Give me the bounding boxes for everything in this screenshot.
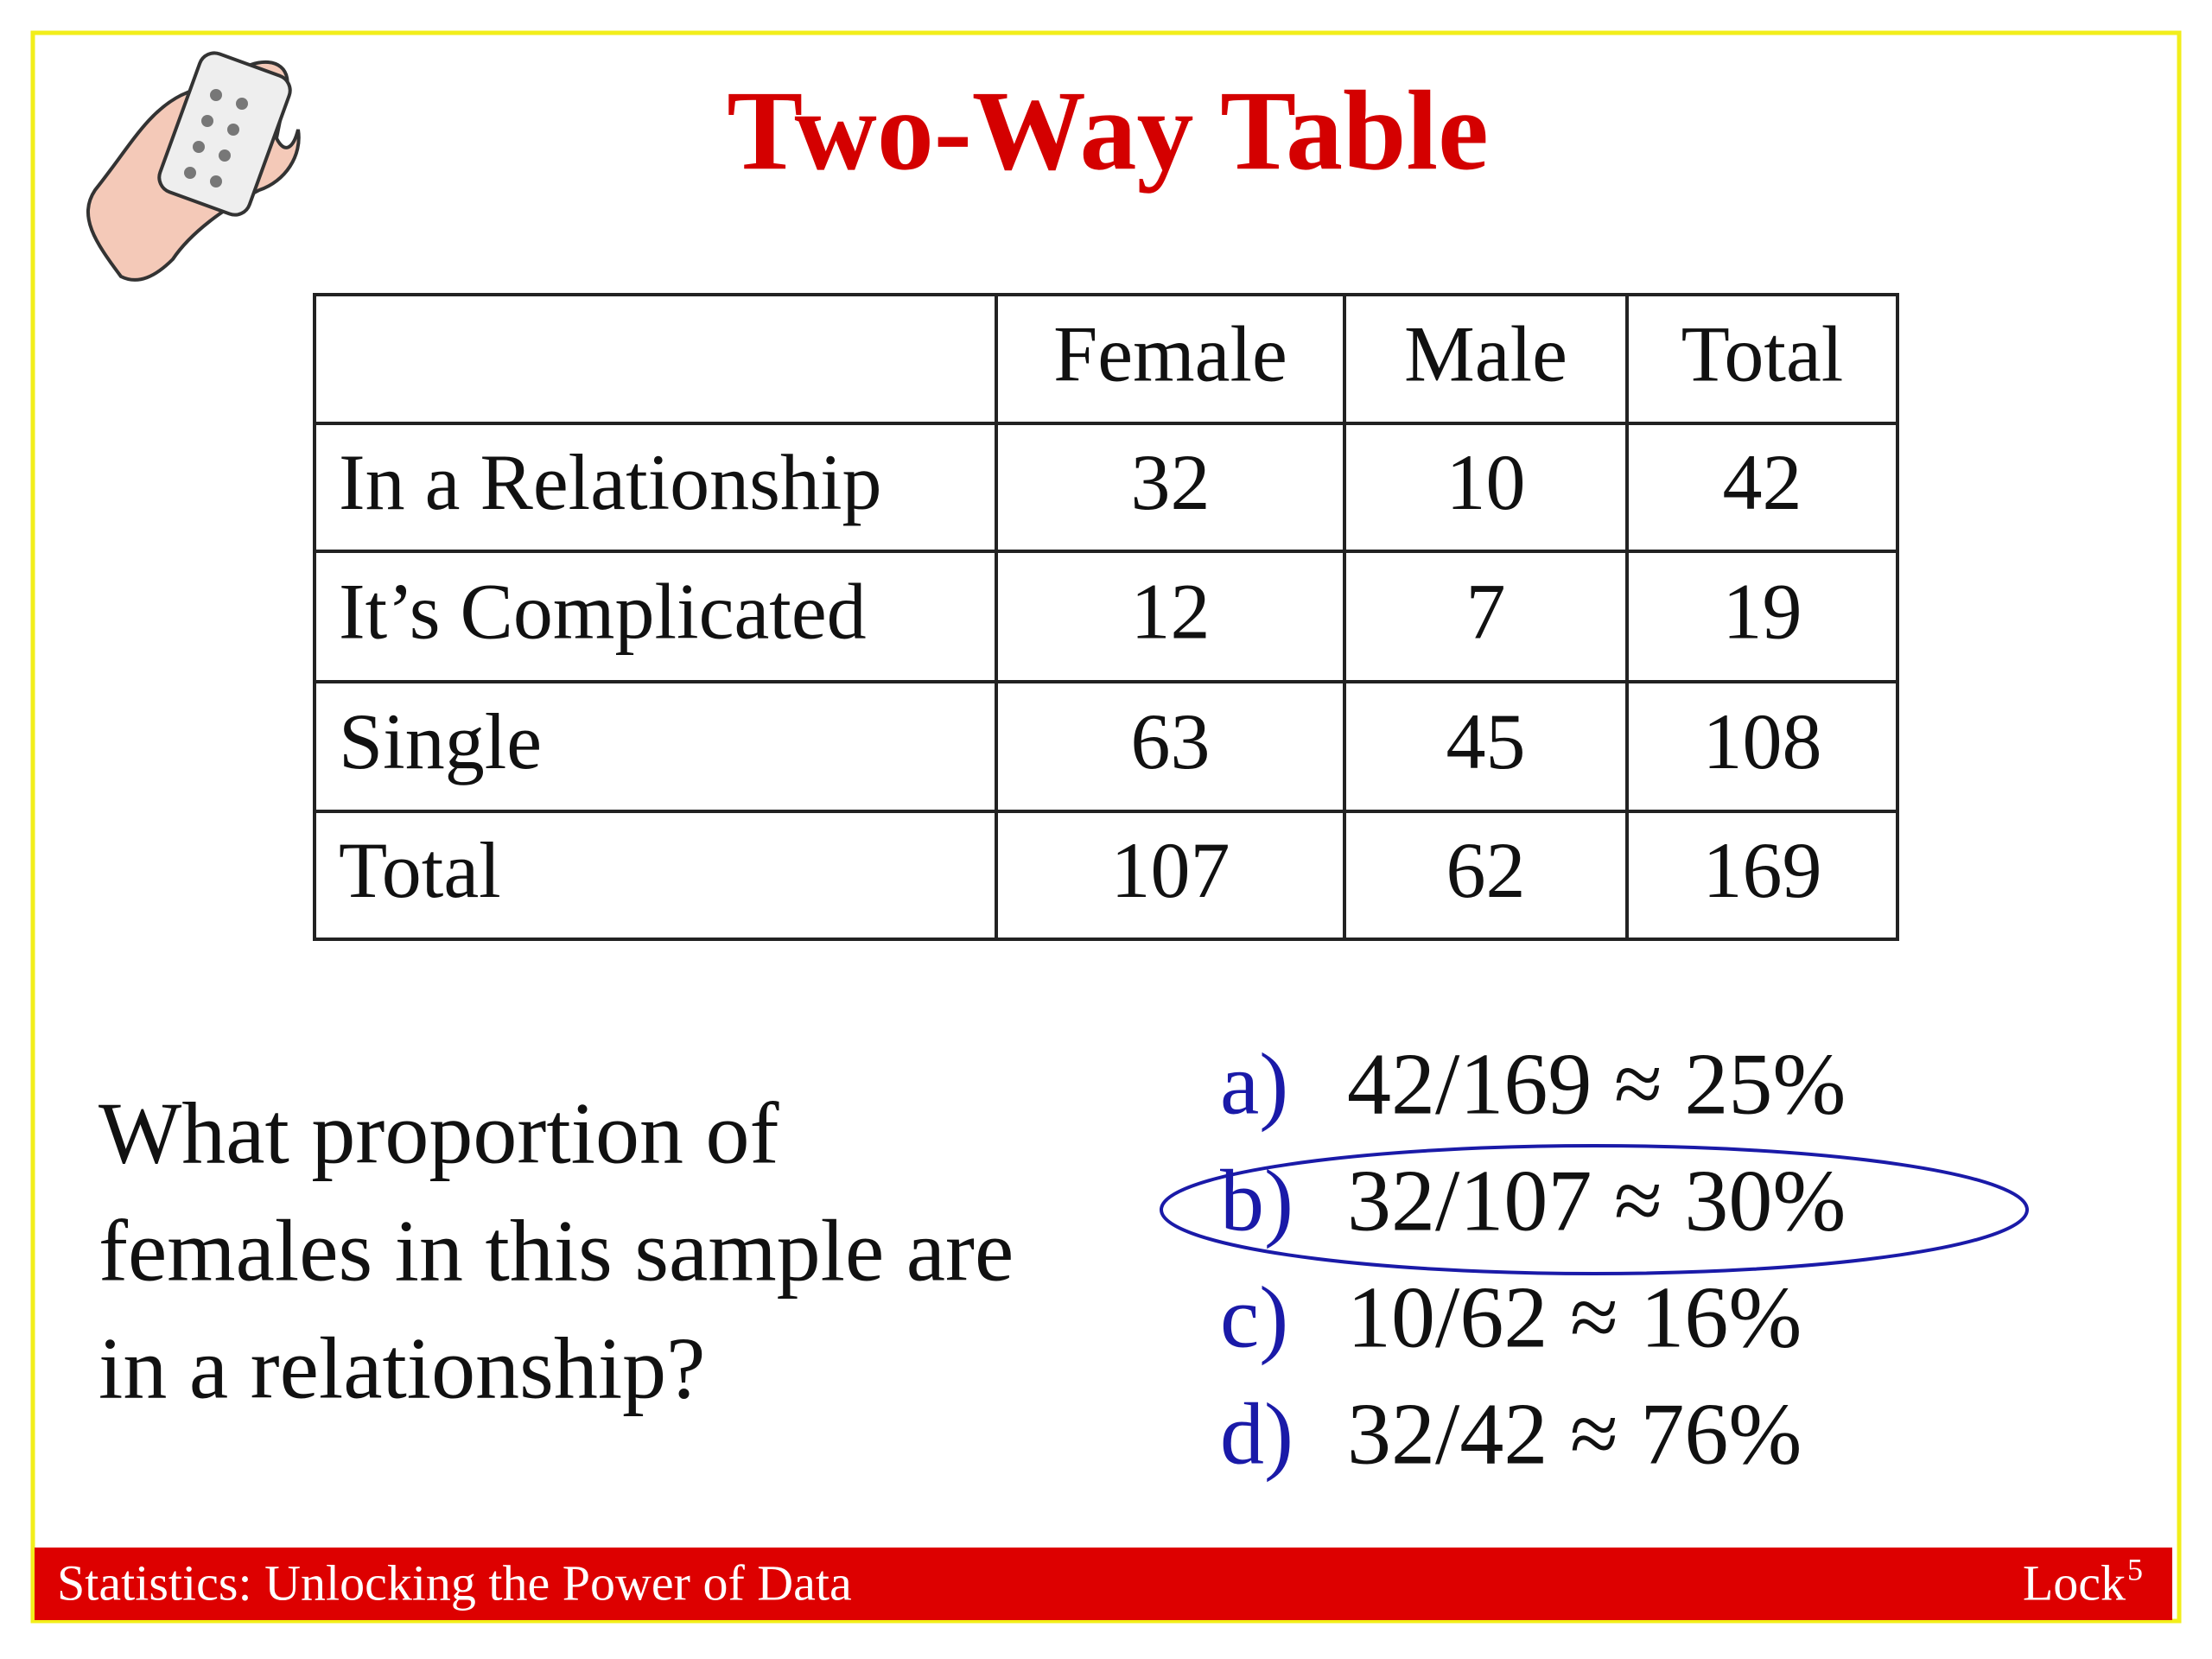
- option-letter: a): [1220, 1035, 1288, 1133]
- answer-options: a) 42/169 ≈ 25%b) 32/107 ≈ 30%c) 10/62 ≈ 16…: [1160, 1035, 2029, 1483]
- table-cell: 32: [1131, 438, 1211, 526]
- footer-right: Lock: [2023, 1554, 2126, 1611]
- answer-circle: [1160, 1144, 2029, 1275]
- row-label: Total: [339, 826, 501, 914]
- option-text: 32/42 ≈ 76%: [1347, 1385, 1802, 1483]
- table-cell: 63: [1131, 697, 1211, 785]
- column-header: Total: [1681, 310, 1844, 398]
- row-label: In a Relationship: [339, 438, 882, 526]
- table-frame: [313, 293, 1899, 941]
- table-cell: 108: [1703, 697, 1822, 785]
- question: What proportion of females in this sample…: [99, 1084, 1014, 1417]
- table-cell: 62: [1446, 826, 1526, 914]
- footer-left: Statistics: Unlocking the Power of Data: [57, 1554, 852, 1611]
- table-cell: 10: [1446, 438, 1526, 526]
- table-cell: 19: [1723, 568, 1802, 656]
- option-letter: d): [1220, 1385, 1294, 1483]
- slide-title: Two-Way Table: [727, 67, 1488, 194]
- table-cell: 45: [1446, 697, 1526, 785]
- table-cell: 7: [1466, 568, 1506, 656]
- column-header: Male: [1404, 310, 1567, 398]
- table-cell: 12: [1131, 568, 1211, 656]
- row-label: It’s Complicated: [339, 568, 867, 656]
- option-text: 42/169 ≈ 25%: [1347, 1035, 1846, 1133]
- footer-bar: [35, 1548, 2172, 1620]
- table-cell: 169: [1703, 826, 1822, 914]
- question-line: in a relationship?: [99, 1319, 705, 1417]
- question-line: females in this sample are: [99, 1202, 1014, 1300]
- option-text: 32/107 ≈ 30%: [1347, 1152, 1846, 1249]
- slide-border: [30, 30, 2182, 1624]
- option-letter: c): [1220, 1268, 1288, 1366]
- row-label: Single: [339, 697, 542, 785]
- hand-illustration: [86, 51, 301, 282]
- two-way-table: Female Male Total In a Relationship 32 10 42 It…: [313, 293, 1899, 941]
- footer-superscript: 5: [2127, 1552, 2143, 1586]
- column-header: Female: [1053, 310, 1287, 398]
- table-cell: 42: [1723, 438, 1802, 526]
- question-line: What proportion of: [99, 1084, 779, 1182]
- table-cell: 107: [1111, 826, 1230, 914]
- option-text: 10/62 ≈ 16%: [1347, 1268, 1802, 1366]
